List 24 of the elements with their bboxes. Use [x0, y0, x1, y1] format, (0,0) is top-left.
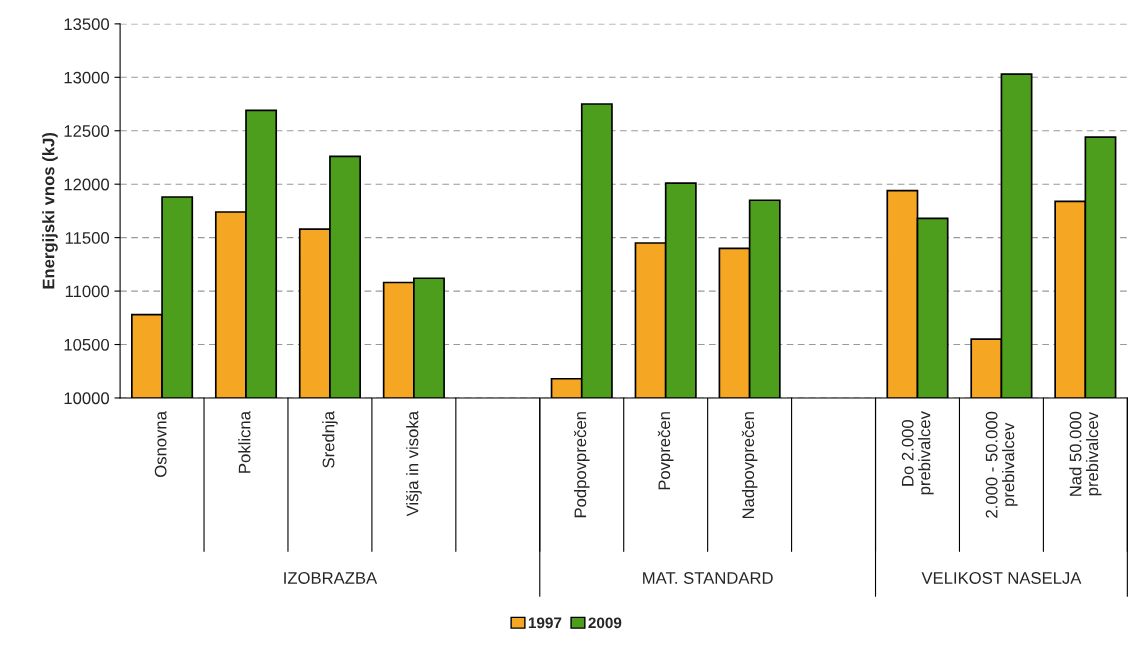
y-tick-label: 13500 [64, 18, 110, 31]
x-tick-label: Nad 50.000 prebivalcev [1069, 411, 1102, 496]
x-tick-label: 2.000 - 50.000 prebivalcev [985, 411, 1018, 518]
y-tick-label: 11000 [65, 285, 110, 298]
x-tick-label: Osnovna [154, 411, 167, 477]
y-axis-title: Energijski vnos (kJ) [42, 133, 58, 289]
x-tick-label: Višja in visoka [406, 411, 422, 517]
text: IZOBRAZBA [284, 572, 378, 584]
y-tick-label: 10500 [64, 338, 110, 351]
x-tick-label: Do 2.000 prebivalcev [901, 411, 934, 495]
y-tick-label: 10000 [64, 392, 110, 405]
legend-label: 2009 [588, 617, 622, 629]
y-tick-label: 13000 [64, 71, 110, 84]
y-tick-label: 12000 [64, 178, 110, 191]
x-tick-label: Podpovprečen [573, 412, 590, 518]
x-tick-label: Nadpovprečen [741, 412, 758, 519]
x-tick-label: Srednja [322, 411, 338, 468]
text: MAT. STANDARD [643, 572, 773, 584]
text: VELIKOST NASELJA [921, 572, 1082, 584]
y-tick-label: 12500 [64, 125, 110, 137]
y-tick-label: 11500 [65, 232, 110, 244]
legend-label: 1997 [528, 617, 562, 629]
x-tick-label: Poklicna [238, 411, 251, 473]
x-tick-label: Povprečen [657, 412, 674, 490]
